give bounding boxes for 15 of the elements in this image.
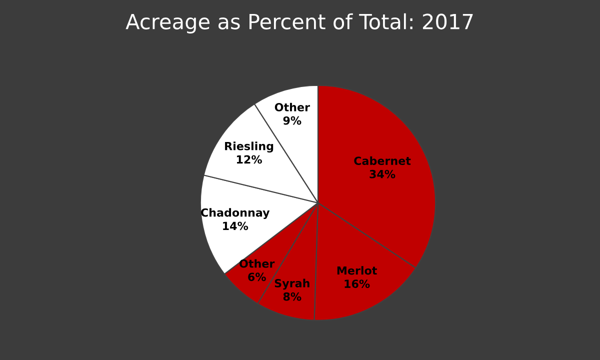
data-label: 8% (283, 292, 302, 301)
slice-label: Other (240, 259, 275, 268)
data-label: 14% (223, 222, 248, 230)
slice-label: Cabernet (354, 156, 411, 166)
data-label: 34% (370, 170, 396, 178)
data-label: 12% (236, 155, 262, 164)
slice-label: Chadonnay (200, 208, 270, 219)
slice-label: Other (274, 102, 310, 112)
chart-title: Acreage as Percent of Total: 2017 (126, 13, 473, 34)
data-label: 16% (344, 280, 370, 288)
data-label: 6% (248, 272, 266, 282)
slice-label: Syrah (274, 278, 310, 290)
slice-label: Riesling (225, 142, 274, 153)
slice-label: Merlot (337, 266, 377, 275)
data-label: 9% (283, 116, 302, 125)
